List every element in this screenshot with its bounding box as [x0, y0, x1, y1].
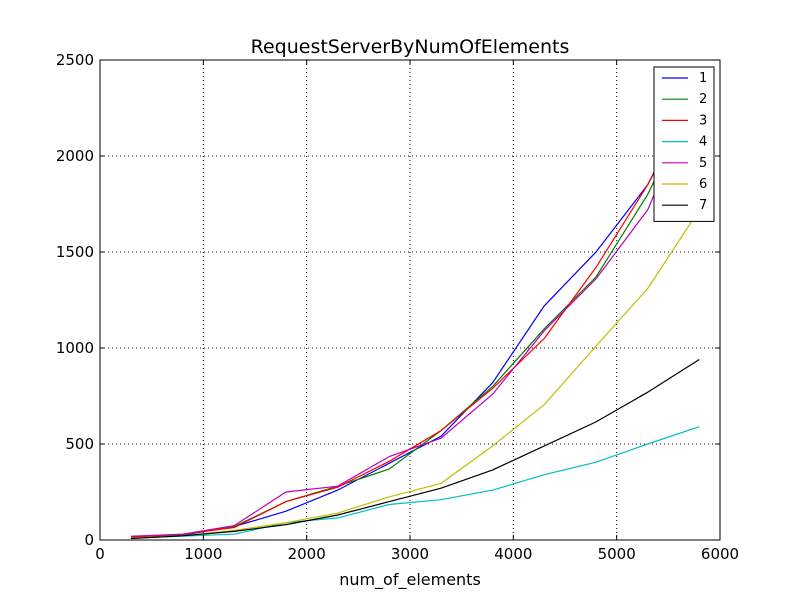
legend-label-5: 5 [699, 156, 707, 171]
y-tick-label: 1500 [56, 243, 94, 261]
legend-label-4: 4 [699, 135, 707, 150]
series-line-3 [130, 86, 700, 538]
legend-label-6: 6 [699, 177, 707, 192]
series-line-2 [130, 88, 700, 539]
legend-label-7: 7 [699, 198, 707, 213]
legend: 1 2 3 4 5 6 7 [653, 66, 715, 222]
y-tick-label: 1000 [56, 339, 94, 357]
series-line-6 [130, 209, 700, 539]
x-tick-label: 5000 [598, 545, 636, 563]
x-tick-label: 1000 [184, 545, 222, 563]
x-tick-label: 6000 [701, 545, 739, 563]
series-line-7 [130, 358, 700, 540]
series-line-5 [130, 88, 700, 537]
x-tick-label: 0 [95, 545, 105, 563]
x-tick-label: 2000 [288, 545, 326, 563]
legend-label-2: 2 [699, 92, 707, 107]
legend-label-1: 1 [699, 71, 707, 86]
legend-box [653, 66, 715, 222]
y-tick-label: 2000 [56, 147, 94, 165]
x-tick-label: 3000 [391, 545, 429, 563]
ticks: 0 1000 2000 3000 4000 5000 6000 0 500 1000 1500 200… [56, 51, 739, 563]
series-lines [130, 82, 700, 540]
chart-title: RequestServerByNumOfElements [251, 36, 570, 58]
y-tick-label: 2500 [56, 51, 94, 69]
legend-label-3: 3 [699, 113, 707, 128]
x-tick-label: 4000 [494, 545, 532, 563]
series-line-4 [130, 426, 700, 539]
y-tick-label: 0 [84, 531, 94, 549]
y-tick-label: 500 [65, 435, 94, 453]
x-axis-label: num_of_elements [339, 570, 481, 590]
